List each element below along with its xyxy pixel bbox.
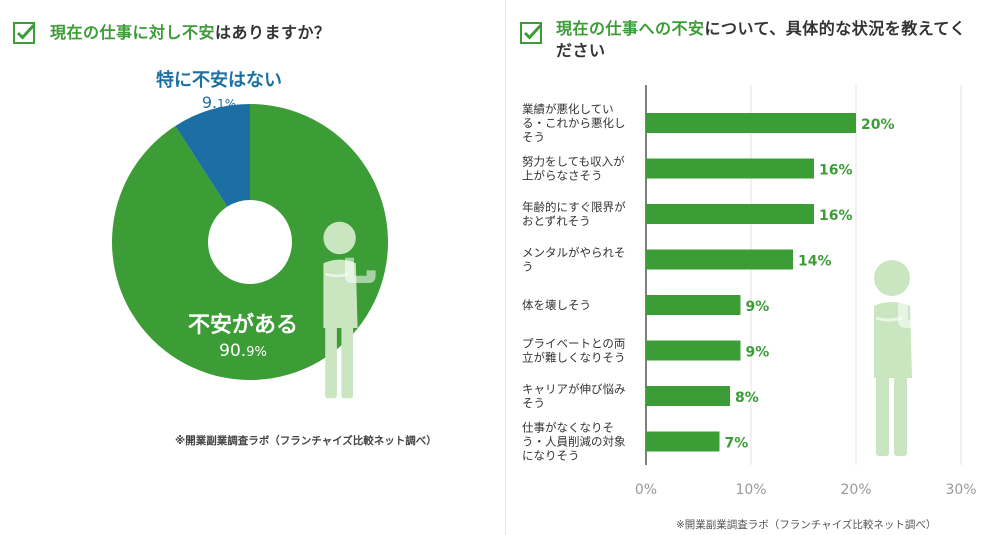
bar-value-label: 16%: [819, 208, 853, 224]
pie-chart: 不安がある 90.9% 特に不安はない 9.1%: [111, 69, 388, 399]
bar: [646, 340, 741, 361]
thinking-person-icon: [323, 221, 376, 399]
x-tick-label: 10%: [735, 482, 766, 498]
right-panel: 現在の仕事への不安について、具体的な状況を教えてく ださい 0% 10% 20% 30…: [505, 0, 1000, 535]
left-credit: ※開業副業調査ラボ（フランチャイズ比較ネット調べ）: [175, 435, 437, 447]
category-label: 年齢的にすぐ限界がおとずれそう: [522, 200, 626, 228]
x-tick-label: 20%: [840, 482, 871, 498]
category-label: キャリアが伸び悩みそう: [522, 382, 626, 410]
pie-value-main: 90.9%: [219, 341, 267, 361]
bar: [646, 249, 793, 270]
bar: [646, 295, 741, 315]
pie-label-main: 不安がある: [188, 312, 298, 338]
bar-value-label: 7%: [725, 436, 749, 452]
right-chart-title: 現在の仕事への不安について、具体的な状況を教えてく ださい: [556, 18, 986, 62]
bar: [646, 204, 814, 224]
check-icon: [520, 22, 543, 44]
category-label: プライベートとの両立が難しくなりそう: [522, 337, 626, 365]
left-title-highlight: 現在の仕事に対し不安: [50, 23, 216, 42]
category-label: 業績が悪化している・これから悪化しそう: [522, 102, 626, 144]
x-tick-label: 0%: [635, 482, 657, 498]
pie-label-small: 特に不安はない: [156, 69, 282, 91]
bar-value-label: 9%: [746, 299, 770, 315]
right-credit: ※開業副業調査ラボ（フランチャイズ比較ネット調べ）: [676, 519, 937, 531]
pie-slice-1: [111, 104, 388, 380]
right-title-rest-line2: ださい: [556, 41, 606, 60]
pie-slice-2: [175, 104, 250, 207]
category-label: 体を壊しそう: [522, 298, 591, 312]
bar: [646, 158, 814, 179]
bar-value-label: 8%: [735, 390, 759, 406]
pie-value-small: 9.1%: [202, 93, 236, 112]
left-chart-title: 現在の仕事に対し不安はありますか？: [50, 22, 331, 44]
thinking-person-icon: [874, 260, 932, 456]
category-label: メンタルがやられそう: [522, 246, 626, 274]
category-label: 仕事がなくなりそう・人員削減の対象になりそう: [522, 421, 626, 463]
bar-value-label: 9%: [746, 345, 770, 361]
left-title-rest: はありますか？: [215, 23, 331, 42]
bar: [646, 386, 730, 406]
category-label: 努力をしても収入が上がらなさそう: [522, 155, 625, 183]
bar-value-label: 16%: [819, 163, 853, 179]
x-tick-label: 30%: [945, 482, 976, 498]
left-panel: 現在の仕事に対し不安はありますか？ 不安がある 90.9% 特に不安はない 9.1% …: [0, 0, 490, 535]
check-icon: [13, 22, 36, 44]
right-title-highlight: 現在の仕事への不安: [556, 19, 705, 38]
bar: [646, 431, 720, 452]
bar-value-label: 20%: [861, 117, 895, 133]
right-title-rest-line1: について、具体的な状況を教えてく: [704, 19, 966, 38]
bar-chart: 0% 10% 20% 30% 20% 業績が悪化している・これから悪化しそう 16% 努力をし…: [522, 85, 977, 498]
bar-value-label: 14%: [798, 254, 832, 270]
bar: [646, 113, 856, 133]
